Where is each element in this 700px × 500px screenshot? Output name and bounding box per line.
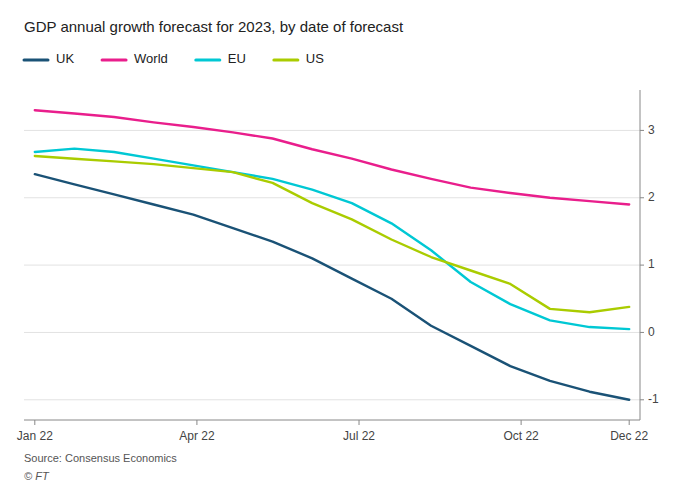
y-tick bbox=[640, 332, 644, 333]
legend-swatch bbox=[196, 59, 220, 62]
grid bbox=[24, 130, 640, 399]
x-tick-label: Oct 22 bbox=[503, 429, 539, 443]
y-tick bbox=[640, 399, 644, 400]
legend-swatch bbox=[24, 59, 48, 62]
grid-line bbox=[24, 332, 640, 333]
legend-label: World bbox=[134, 51, 168, 66]
y-axis-line bbox=[640, 90, 641, 420]
legend: UK World EU US bbox=[24, 51, 324, 66]
x-tick bbox=[196, 420, 197, 425]
x-tick-label: Jan 22 bbox=[17, 429, 53, 443]
x-tick-label: Apr 22 bbox=[179, 429, 215, 443]
title: GDP annual growth forecast for 2023, by … bbox=[24, 18, 404, 35]
x-tick bbox=[629, 420, 630, 425]
y-tick-label: 2 bbox=[648, 190, 655, 204]
legend-label: UK bbox=[56, 51, 74, 66]
y-tick bbox=[640, 265, 644, 266]
annotation: © FT bbox=[24, 470, 50, 482]
x-tick-label: Jul 22 bbox=[343, 429, 375, 443]
series-line bbox=[35, 149, 629, 329]
y-axis: -1 0 1 2 3 bbox=[640, 90, 659, 420]
chart: GDP annual growth forecast for 2023, by … bbox=[0, 0, 700, 500]
x-tick-label: Dec 22 bbox=[610, 429, 648, 443]
y-tick-label: 1 bbox=[648, 257, 655, 271]
y-tick-label: 0 bbox=[648, 325, 655, 339]
x-tick bbox=[521, 420, 522, 425]
annotation: Source: Consensus Economics bbox=[24, 452, 177, 464]
series-line bbox=[35, 174, 629, 400]
grid-line bbox=[24, 130, 640, 131]
series-line bbox=[35, 110, 629, 204]
y-tick bbox=[640, 197, 644, 198]
grid-line bbox=[24, 265, 640, 266]
legend-swatch bbox=[274, 59, 298, 62]
x-tick bbox=[359, 420, 360, 425]
y-tick-label: 3 bbox=[648, 123, 655, 137]
y-tick bbox=[640, 130, 644, 131]
y-tick-label: -1 bbox=[648, 392, 659, 406]
lines bbox=[35, 110, 629, 400]
x-axis-line bbox=[24, 420, 640, 421]
series-line bbox=[35, 156, 629, 312]
legend-label: US bbox=[306, 51, 324, 66]
x-axis: Jan 22 Apr 22 Jul 22 Oct 22 Dec 22 bbox=[17, 420, 649, 443]
grid-line bbox=[24, 399, 640, 400]
x-tick bbox=[34, 420, 35, 425]
legend-swatch bbox=[102, 59, 126, 62]
legend-label: EU bbox=[228, 51, 246, 66]
